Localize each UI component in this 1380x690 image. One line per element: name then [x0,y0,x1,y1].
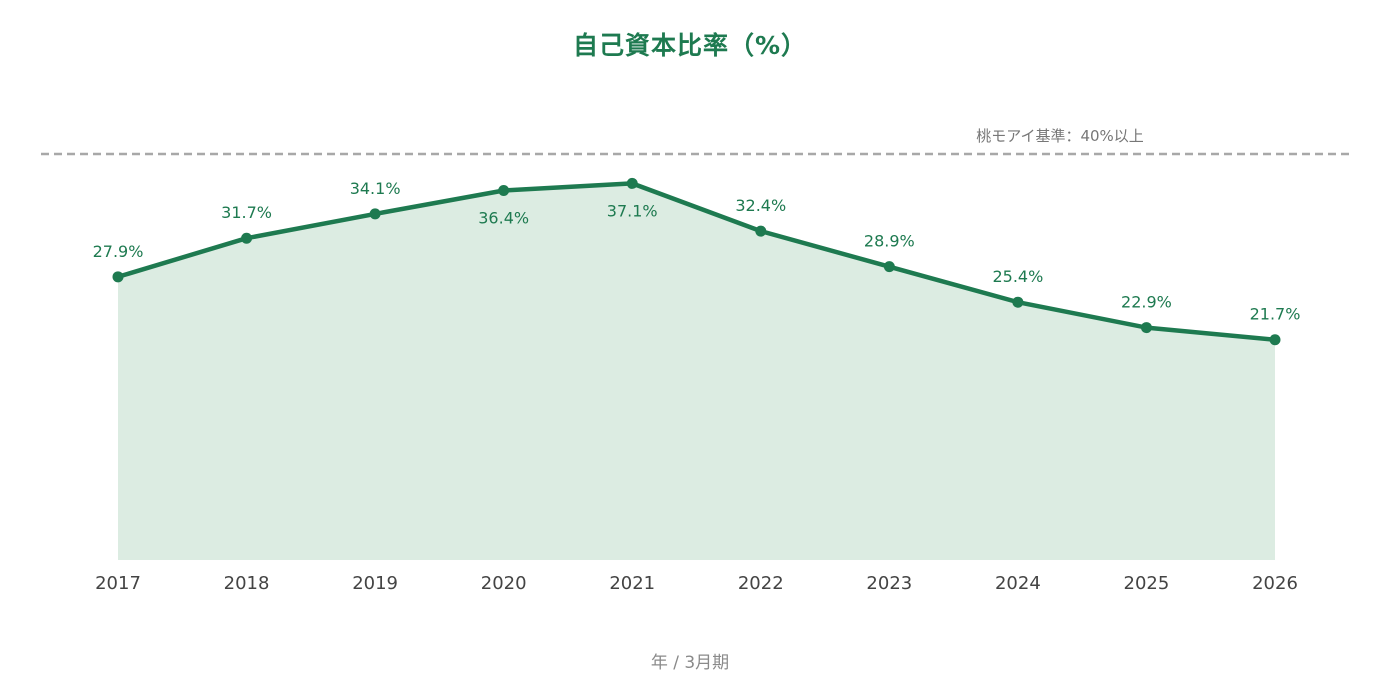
x-tick-label: 2017 [95,573,141,594]
x-tick-label: 2020 [481,573,527,594]
x-tick-label: 2021 [609,573,655,594]
x-tick-label: 2023 [866,573,912,594]
x-tick-label: 2025 [1124,573,1170,594]
data-label: 27.9% [93,242,144,261]
data-point [883,261,895,273]
x-tick-label: 2019 [352,573,398,594]
data-label-layer: 27.9% 31.7% 34.1% 36.4% 37.1% 32.4% 28.9% 25.4%… [93,179,1301,324]
x-tick-label: 2024 [995,573,1041,594]
x-tick-layer: 2017 2018 2019 2020 2021 2022 2023 2024 2025 2026 [95,573,1298,594]
x-axis-title: 年 / 3月期 [650,653,730,673]
data-point [1012,296,1024,308]
data-label: 31.7% [221,203,272,222]
data-label: 36.4% [478,209,529,228]
data-point [241,232,253,244]
x-tick-label: 2018 [224,573,270,594]
area-fill [118,183,1275,560]
line-layer [115,181,1278,342]
data-label: 37.1% [607,201,658,220]
area-layer [118,183,1275,560]
data-label: 32.4% [735,196,786,215]
data-label: 25.4% [992,267,1043,286]
data-point [498,185,510,197]
x-tick-label: 2026 [1252,573,1298,594]
data-label: 21.7% [1250,305,1301,324]
chart-title: 自己資本比率（%） [572,31,808,60]
data-label: 28.9% [864,232,915,251]
data-label: 34.1% [350,179,401,198]
data-label: 22.9% [1121,293,1172,312]
point-layer [112,177,1281,346]
data-point [112,271,124,283]
data-point [1269,334,1281,346]
series-line [115,181,1278,342]
data-point [1140,322,1152,334]
x-tick-label: 2022 [738,573,784,594]
data-point [755,225,767,237]
reference-line-label: 桃モアイ基準：40%以上 [976,127,1144,145]
data-point [369,208,381,220]
data-point [626,177,638,189]
